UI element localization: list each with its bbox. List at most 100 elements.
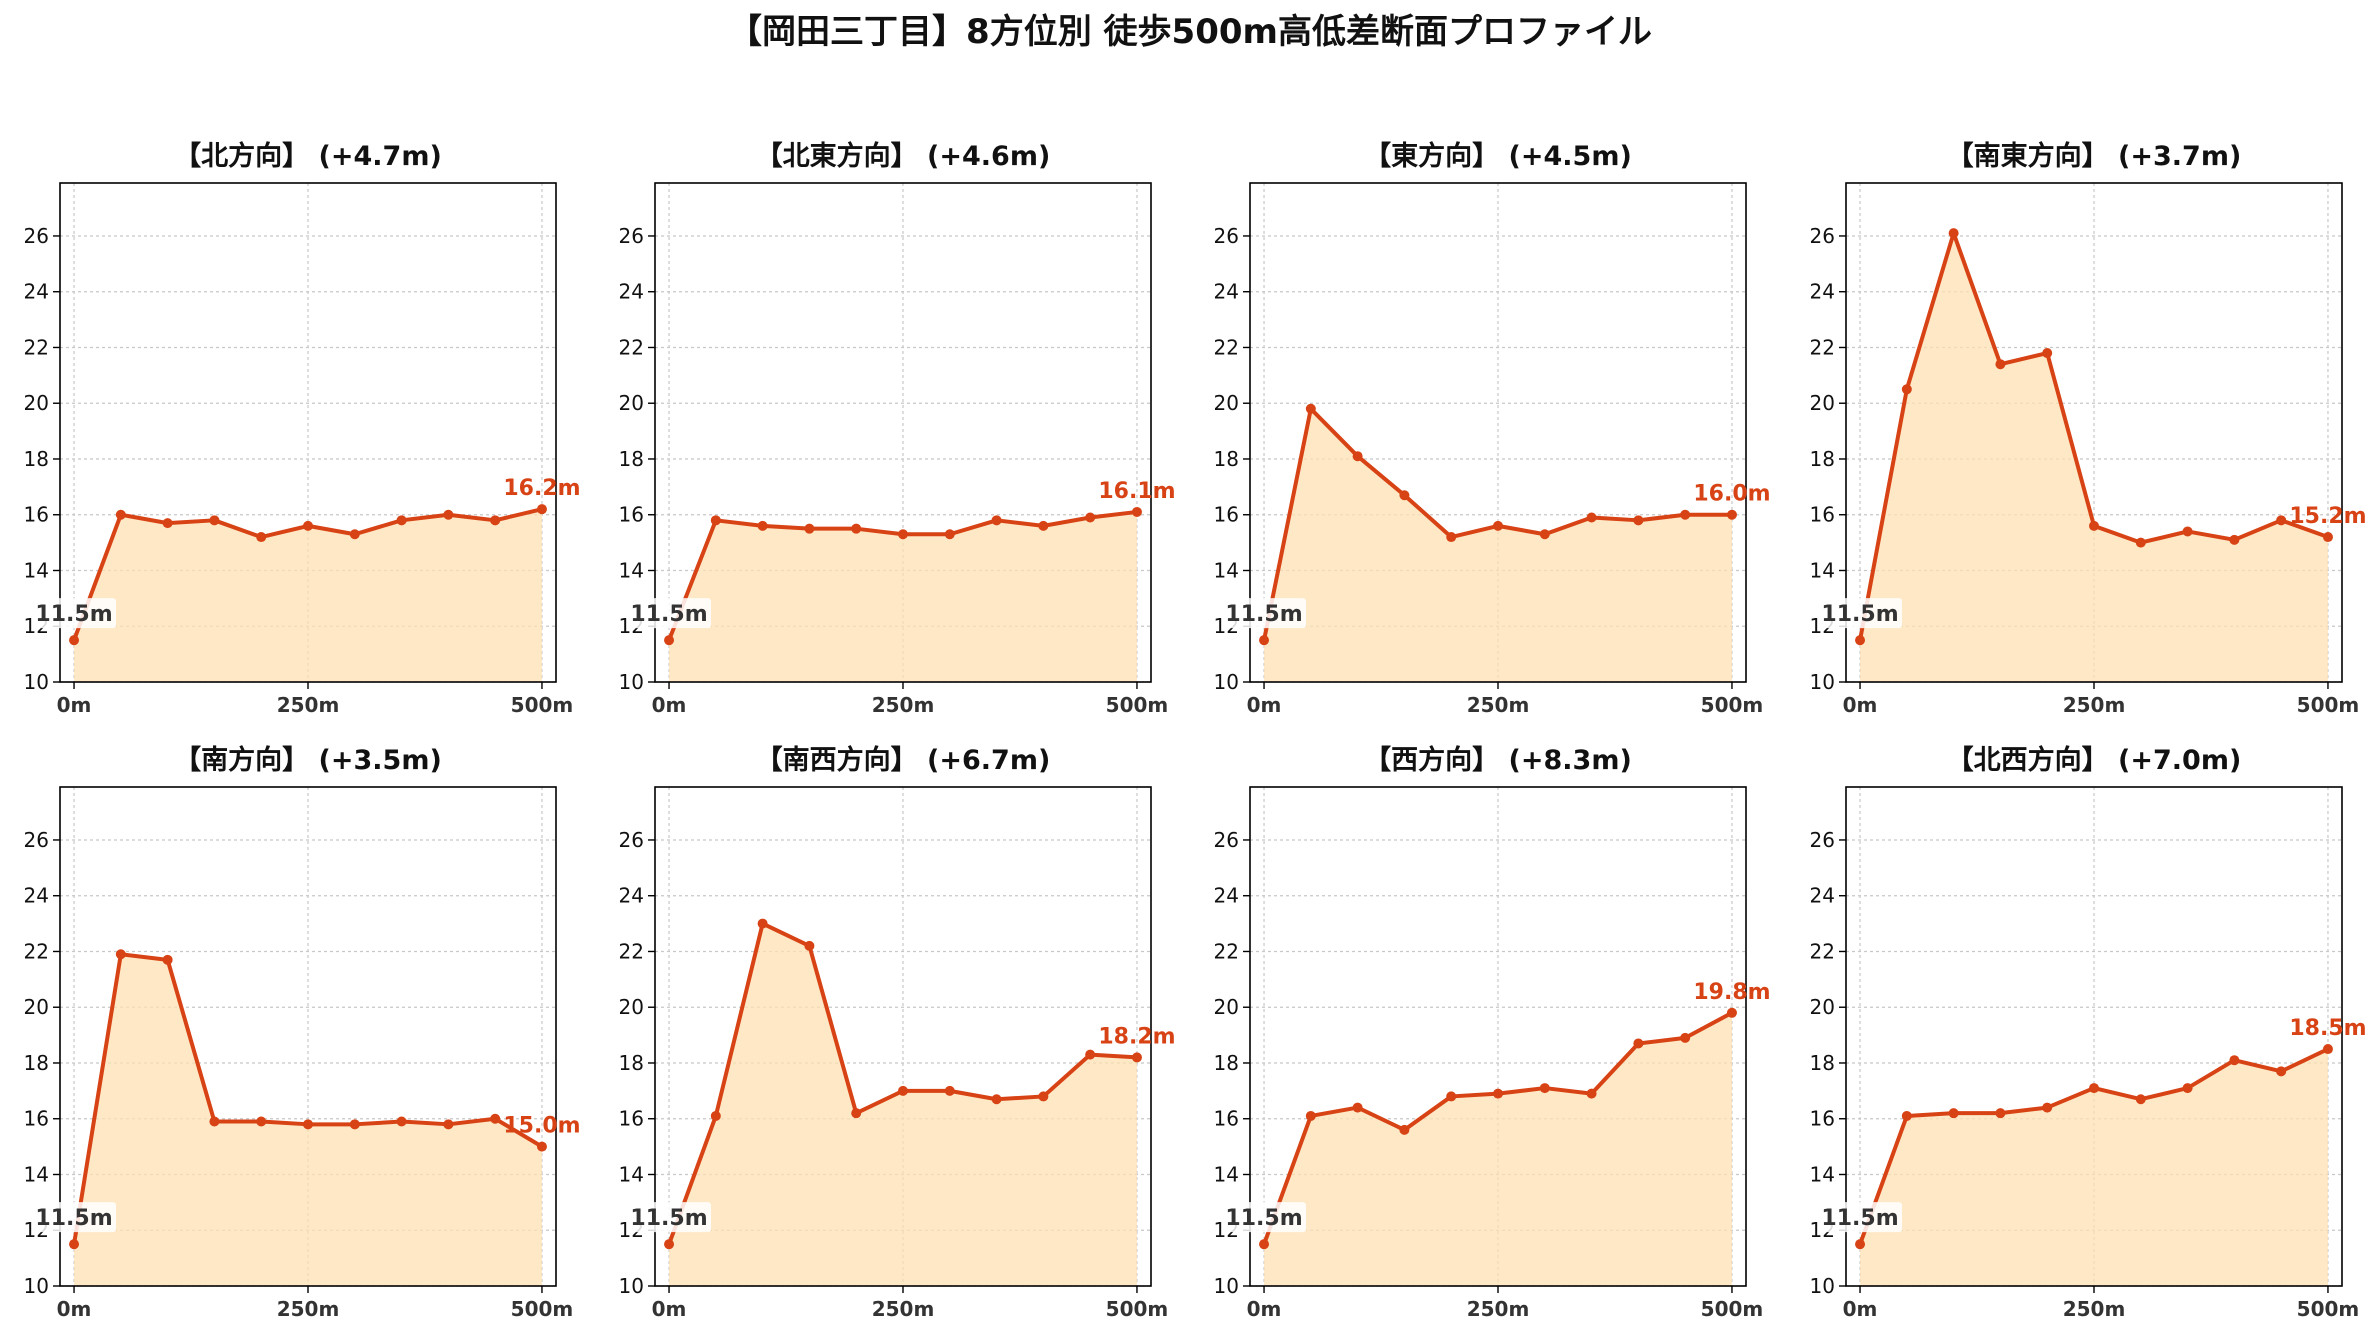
y-tick-label: 26 xyxy=(24,224,49,248)
y-tick-label: 10 xyxy=(619,670,644,694)
y-tick-label: 20 xyxy=(619,391,644,415)
profile-chart-panel: 【南西方向】 (+6.7m)1012141618202224260m250m50… xyxy=(619,744,1176,1321)
elevation-point xyxy=(851,523,862,534)
elevation-point xyxy=(898,529,908,540)
elevation-point xyxy=(209,515,220,526)
profile-chart-panel: 【北西方向】 (+7.0m)1012141618202224260m250m50… xyxy=(1810,744,2367,1321)
elevation-point xyxy=(396,1116,407,1127)
elevation-point xyxy=(1131,506,1142,517)
x-tick-label: 250m xyxy=(2063,1297,2126,1321)
start-label-box xyxy=(1818,1202,1903,1233)
elevation-area xyxy=(1860,1049,2328,1286)
elevation-point xyxy=(1131,1052,1142,1063)
start-elevation-label: 11.5m xyxy=(1821,1206,1898,1231)
y-tick-label: 22 xyxy=(619,335,644,359)
elevation-point xyxy=(1995,1108,2006,1119)
elevation-point xyxy=(1399,490,1410,501)
elevation-point xyxy=(2042,1102,2053,1113)
end-elevation-label: 19.8m xyxy=(1693,980,1770,1005)
chart-title: 【北方向】 (+4.7m) xyxy=(174,140,442,172)
x-tick-label: 0m xyxy=(1843,693,1878,717)
y-tick-label: 18 xyxy=(1214,447,1239,471)
y-tick-label: 22 xyxy=(24,939,49,963)
y-tick-label: 16 xyxy=(619,503,644,527)
elevation-point xyxy=(115,509,126,520)
elevation-point xyxy=(710,1110,721,1121)
x-tick-label: 500m xyxy=(1106,1297,1169,1321)
y-tick-label: 14 xyxy=(619,1162,644,1186)
elevation-point xyxy=(1352,451,1363,462)
profile-chart-panel: 【南東方向】 (+3.7m)1012141618202224260m250m50… xyxy=(1810,140,2367,717)
y-tick-label: 10 xyxy=(1810,1274,1835,1298)
chart-title: 【北東方向】 (+4.6m) xyxy=(756,140,1051,172)
y-tick-label: 26 xyxy=(1214,828,1239,852)
y-tick-label: 16 xyxy=(1810,1107,1835,1131)
elevation-point xyxy=(1586,512,1597,523)
y-tick-label: 20 xyxy=(1214,995,1239,1019)
chart-title: 【南西方向】 (+6.7m) xyxy=(756,744,1051,776)
elevation-point xyxy=(1726,1007,1737,1018)
x-tick-label: 250m xyxy=(872,693,935,717)
x-tick-label: 0m xyxy=(57,693,92,717)
start-label-box xyxy=(1818,598,1903,629)
end-elevation-label: 16.0m xyxy=(1693,482,1770,507)
profile-chart-panel: 【南方向】 (+3.5m)1012141618202224260m250m500… xyxy=(24,744,581,1321)
y-tick-label: 18 xyxy=(619,447,644,471)
elevation-point xyxy=(1995,359,2006,370)
elevation-point xyxy=(1085,512,1096,523)
chart-title: 【西方向】 (+8.3m) xyxy=(1364,744,1632,776)
elevation-point xyxy=(1680,1032,1691,1043)
x-tick-label: 500m xyxy=(511,1297,574,1321)
y-tick-label: 24 xyxy=(1214,884,1239,908)
start-elevation-label: 11.5m xyxy=(630,602,707,627)
elevation-point xyxy=(1948,228,1959,239)
elevation-point xyxy=(710,515,721,526)
y-tick-label: 22 xyxy=(1810,939,1835,963)
chart-title: 【北西方向】 (+7.0m) xyxy=(1947,744,2242,776)
x-tick-label: 500m xyxy=(2297,1297,2360,1321)
elevation-point xyxy=(1259,635,1270,646)
y-tick-label: 24 xyxy=(1214,280,1239,304)
x-tick-label: 500m xyxy=(1701,1297,1764,1321)
y-tick-label: 22 xyxy=(1214,939,1239,963)
x-tick-label: 500m xyxy=(511,693,574,717)
y-tick-label: 20 xyxy=(619,995,644,1019)
elevation-point xyxy=(664,1239,675,1250)
y-tick-label: 14 xyxy=(24,558,49,582)
end-elevation-label: 15.0m xyxy=(503,1114,580,1139)
elevation-point xyxy=(349,1119,360,1130)
elevation-point xyxy=(1726,509,1737,520)
y-tick-label: 14 xyxy=(1810,1162,1835,1186)
elevation-point xyxy=(1901,384,1912,395)
elevation-point xyxy=(443,1119,454,1130)
elevation-point xyxy=(2042,348,2053,359)
elevation-point xyxy=(536,504,547,515)
y-tick-label: 10 xyxy=(1214,1274,1239,1298)
y-tick-label: 16 xyxy=(1214,503,1239,527)
elevation-point xyxy=(2322,532,2333,543)
elevation-point xyxy=(1586,1088,1597,1099)
elevation-point xyxy=(2276,1066,2287,1077)
elevation-point xyxy=(2135,537,2146,548)
elevation-point xyxy=(490,1113,501,1124)
y-tick-label: 14 xyxy=(1214,558,1239,582)
elevation-point xyxy=(944,1085,955,1096)
y-tick-label: 20 xyxy=(24,391,49,415)
elevation-point xyxy=(2229,534,2240,545)
elevation-point xyxy=(1038,520,1049,531)
elevation-point xyxy=(2089,520,2099,531)
x-tick-label: 0m xyxy=(1843,1297,1878,1321)
y-tick-label: 10 xyxy=(24,1274,49,1298)
y-tick-label: 22 xyxy=(24,335,49,359)
y-tick-label: 16 xyxy=(619,1107,644,1131)
elevation-point xyxy=(1855,635,1866,646)
page-title: 【岡田三丁目】8方位別 徒歩500m高低差断面プロファイル xyxy=(728,12,1652,52)
x-tick-label: 250m xyxy=(872,1297,935,1321)
elevation-area xyxy=(74,954,542,1286)
chart-title: 【南東方向】 (+3.7m) xyxy=(1947,140,2242,172)
elevation-point xyxy=(69,1239,80,1250)
y-tick-label: 24 xyxy=(24,884,49,908)
elevation-point xyxy=(1680,509,1691,520)
elevation-point xyxy=(1948,1108,1959,1119)
